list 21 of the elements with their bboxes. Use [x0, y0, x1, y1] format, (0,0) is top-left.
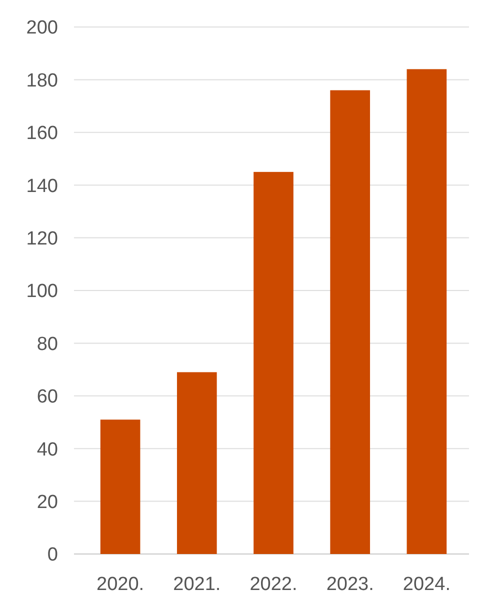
bar	[330, 90, 370, 554]
y-tick-label: 0	[47, 544, 58, 566]
bar	[254, 172, 294, 554]
bar	[100, 420, 140, 554]
y-tick-label: 60	[36, 386, 58, 408]
bar	[406, 69, 447, 554]
y-tick-label: 120	[26, 228, 58, 250]
y-tick-label: 200	[26, 18, 58, 39]
y-tick-label: 180	[26, 70, 58, 92]
y-tick-label: 80	[36, 334, 58, 355]
y-tick-label: 140	[26, 176, 58, 197]
bar	[176, 372, 217, 554]
y-tick-label: 20	[36, 492, 58, 513]
x-tick-label: 2022.	[250, 574, 298, 595]
x-tick-label: 2020.	[96, 574, 144, 595]
y-tick-label: 100	[26, 281, 58, 302]
x-tick-label: 2024.	[402, 574, 450, 595]
y-tick-label: 40	[36, 439, 58, 460]
x-tick-label: 2023.	[326, 574, 374, 595]
y-tick-label: 160	[26, 123, 58, 144]
x-tick-label: 2021.	[173, 574, 221, 595]
